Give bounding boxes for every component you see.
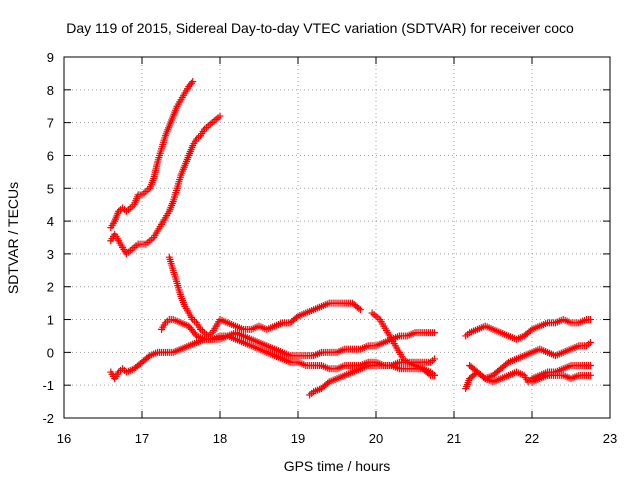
y-tick-label: 3 bbox=[47, 247, 54, 262]
plot-frame bbox=[63, 56, 611, 419]
x-tick-label: 16 bbox=[57, 431, 71, 446]
y-tick-label: 4 bbox=[47, 214, 54, 229]
data-point bbox=[187, 79, 195, 87]
series-bottom-arc bbox=[306, 355, 438, 399]
x-tick-label: 19 bbox=[291, 431, 305, 446]
y-tick-label: 8 bbox=[47, 83, 54, 98]
data-point bbox=[216, 112, 224, 120]
data-point bbox=[587, 361, 594, 369]
y-axis: -2 -1 0 1 2 3 4 5 6 7 8 9 bbox=[42, 50, 610, 426]
data-point bbox=[431, 329, 438, 337]
data-point bbox=[292, 314, 300, 322]
data-point bbox=[356, 306, 364, 314]
data-point bbox=[480, 373, 488, 381]
grid bbox=[64, 57, 610, 418]
series-upper-steep bbox=[107, 78, 197, 232]
y-tick-label: 2 bbox=[47, 280, 54, 295]
series-end-bottom bbox=[528, 371, 594, 386]
x-tick-label: 20 bbox=[369, 431, 383, 446]
data-point bbox=[355, 304, 363, 312]
y-tick-label: -1 bbox=[42, 378, 54, 393]
y-tick-label: 0 bbox=[47, 345, 54, 360]
data-point bbox=[587, 371, 594, 379]
y-tick-label: 1 bbox=[47, 313, 54, 328]
x-tick-label: 18 bbox=[213, 431, 227, 446]
x-tick-label: 22 bbox=[525, 431, 539, 446]
data-point bbox=[526, 327, 534, 335]
data-point bbox=[431, 371, 438, 379]
data-series bbox=[107, 78, 594, 399]
series-late-drop bbox=[368, 309, 438, 379]
y-tick-label: -2 bbox=[42, 411, 54, 426]
series-falling bbox=[165, 253, 364, 340]
x-tick-label: 17 bbox=[135, 431, 149, 446]
data-point bbox=[144, 353, 152, 361]
data-point bbox=[431, 355, 438, 363]
y-tick-label: 9 bbox=[47, 50, 54, 65]
x-tick-label: 23 bbox=[603, 431, 617, 446]
data-point bbox=[587, 339, 594, 347]
data-point bbox=[189, 78, 197, 86]
y-axis-label: SDTVAR / TECUs bbox=[5, 182, 21, 294]
x-axis-label: GPS time / hours bbox=[284, 458, 391, 474]
series-upper-second bbox=[107, 112, 224, 258]
data-point bbox=[425, 370, 433, 378]
x-tick-label: 21 bbox=[447, 431, 461, 446]
series-end-upper bbox=[462, 316, 594, 343]
data-point bbox=[324, 379, 332, 387]
y-tick-label: 5 bbox=[47, 181, 54, 196]
y-tick-label: 6 bbox=[47, 148, 54, 163]
data-point bbox=[503, 360, 511, 368]
x-axis: 16 17 18 19 20 21 22 23 bbox=[57, 57, 617, 446]
y-tick-label: 7 bbox=[47, 116, 54, 131]
chart-title: Day 119 of 2015, Sidereal Day-to-day VTE… bbox=[66, 20, 574, 36]
data-point bbox=[587, 316, 594, 324]
